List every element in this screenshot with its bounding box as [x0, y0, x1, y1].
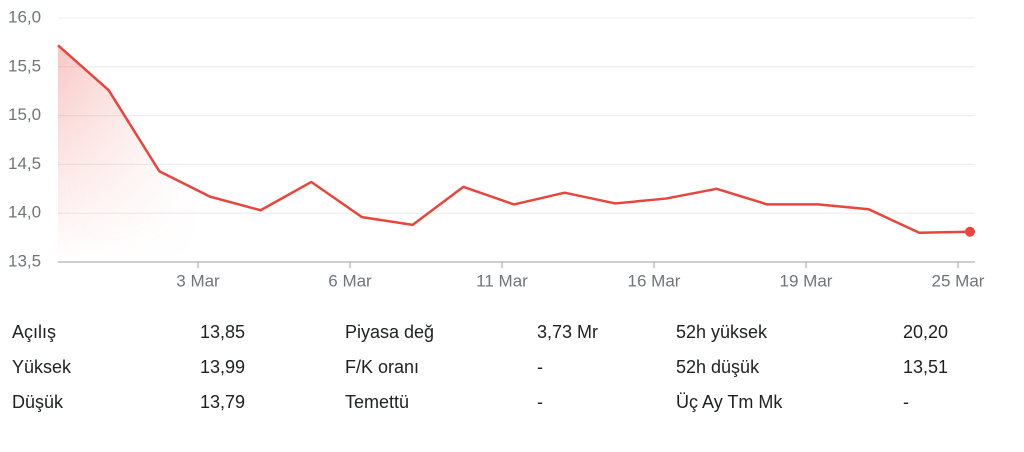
x-tick-label: 3 Mar	[176, 271, 220, 290]
stat-value: 3,73 Mr	[537, 322, 599, 342]
stat-value: 13,79	[200, 392, 246, 412]
stat-label: Piyasa değ	[345, 322, 435, 342]
x-tick-label: 16 Mar	[628, 271, 681, 290]
stat-value: 20,20	[903, 322, 949, 342]
stat-value: -	[537, 357, 543, 377]
stat-label: F/K oranı	[345, 357, 420, 377]
stat-value: 13,85	[200, 322, 246, 342]
line	[57, 44, 971, 234]
last-point	[965, 226, 975, 237]
stat-label: Üç Ay Tm Mk	[676, 392, 783, 412]
area	[58, 45, 970, 262]
stat-label: Temettü	[345, 392, 410, 412]
stat-label: 52h düşük	[676, 357, 760, 377]
stat-value: 13,99	[200, 357, 246, 377]
chart: 13,5 14,0 14,5 15,0 15,5 16,0 3 Mar 6 Mar 11 Mar…	[8, 7, 985, 290]
y-tick-label: 16,0	[8, 7, 41, 26]
stat-value: -	[903, 392, 909, 412]
x-tick-label: 25 Mar	[932, 271, 985, 290]
y-tick-label: 15,0	[8, 105, 41, 124]
y-tick-label: 14,5	[8, 154, 41, 173]
y-tick-label: 15,5	[8, 56, 41, 75]
x-tick-label: 19 Mar	[780, 271, 833, 290]
stat-label: Yüksek	[12, 357, 72, 377]
stat-label: Düşük	[12, 392, 64, 412]
y-tick-label: 13,5	[8, 251, 41, 270]
x-tick-label: 6 Mar	[328, 271, 372, 290]
y-tick-label: 14,0	[8, 203, 41, 222]
stat-label: 52h yüksek	[676, 322, 768, 342]
x-tick-label: 11 Mar	[476, 271, 528, 290]
stat-value: 13,51	[903, 357, 949, 377]
stat-label: Açılış	[12, 322, 57, 342]
stat-value: -	[537, 392, 543, 412]
